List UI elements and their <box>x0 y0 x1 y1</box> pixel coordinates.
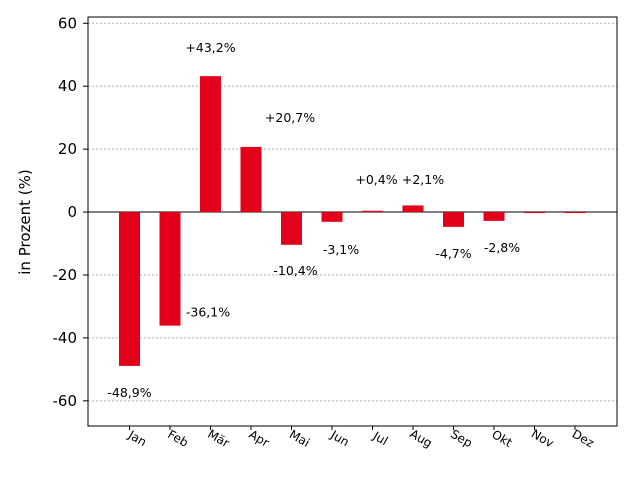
x-tick-label: Jul <box>370 428 390 448</box>
y-tick-label: -40 <box>53 329 78 347</box>
data-labels: -48,9% -36,1% +43,2% +20,7% -10,4% -3,1% +0,4%… <box>107 40 520 400</box>
x-tick-label: Mai <box>287 427 312 450</box>
bar-okt <box>483 212 505 221</box>
data-label: +2,1% <box>402 172 444 187</box>
y-tick-label: 20 <box>58 140 77 158</box>
data-label: +20,7% <box>265 110 315 125</box>
x-tick-label: Mär <box>205 427 232 450</box>
bar-dez <box>564 212 586 214</box>
y-tick-label: -60 <box>53 392 78 410</box>
bar-jul <box>362 210 383 213</box>
data-label: -10,4% <box>273 263 317 278</box>
data-label: +43,2% <box>185 40 235 55</box>
bar-mai <box>281 212 302 245</box>
data-label: -48,9% <box>107 385 151 400</box>
y-tick-label: 0 <box>67 203 77 221</box>
x-tick-label: Jun <box>328 427 352 449</box>
bar-nov <box>524 212 545 214</box>
bar-sep <box>443 212 464 227</box>
x-tick-label: Apr <box>247 427 272 450</box>
bar-jun <box>321 212 343 222</box>
x-tick-label: Aug <box>407 427 434 451</box>
bar-aug <box>402 205 424 213</box>
data-label: -3,1% <box>323 242 359 257</box>
y-tick-label: 40 <box>58 77 77 95</box>
x-tick-label: Dez <box>570 427 597 451</box>
x-tick-labels: Jan Feb Mär Apr Mai Jun Jul Aug Sep Okt Nov Dez <box>125 426 596 450</box>
data-label: -2,8% <box>484 240 520 255</box>
bar-mär <box>200 76 221 213</box>
plot-frame <box>87 16 618 427</box>
data-label: -36,1% <box>186 305 230 320</box>
data-label: -4,7% <box>435 246 471 261</box>
x-tick-label: Feb <box>165 427 190 450</box>
x-tick-label: Okt <box>489 427 515 450</box>
bar-apr <box>240 146 262 213</box>
y-tick-label: -20 <box>53 266 78 284</box>
x-tick-label: Jan <box>125 427 149 449</box>
bar-jan <box>119 212 140 366</box>
data-label: +0,4% <box>355 172 397 187</box>
y-axis-label: in Prozent (%) <box>16 169 34 274</box>
y-tick-label: 60 <box>58 14 77 32</box>
x-tick-label: Sep <box>448 427 475 450</box>
bar-feb <box>159 212 181 326</box>
x-tick-label: Nov <box>529 427 556 451</box>
bars-layer <box>119 76 586 366</box>
y-tick-labels: 60 40 20 0 -20 -40 -60 <box>53 14 88 410</box>
